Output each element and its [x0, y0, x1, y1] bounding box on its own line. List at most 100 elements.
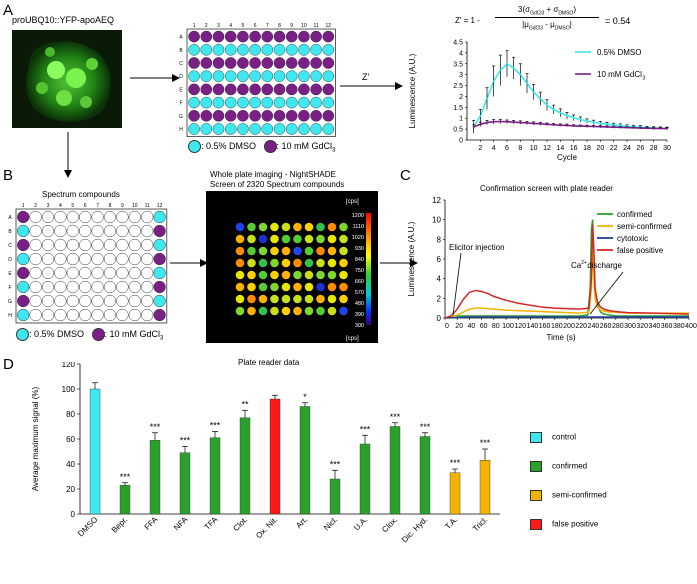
plate-b-legend: : 0.5% DMSO : 10 mM GdCl3 [16, 328, 163, 342]
plate-b-well [153, 266, 166, 280]
plate-a-well [200, 110, 213, 122]
plate-b-well [128, 308, 141, 322]
imaging-cbar-unit-top: [cps] [346, 199, 359, 205]
plate-a-well [310, 83, 322, 96]
plate-a-well [310, 43, 322, 56]
chart-c-xtick-label: 80 [492, 323, 500, 330]
chart-d-significance: *** [360, 424, 371, 434]
plate-a-well [285, 70, 298, 83]
plate-a-well [298, 96, 310, 109]
chart-c-xtick-label: 240 [588, 323, 600, 330]
chart-d-category-label: Tricl. [471, 515, 489, 533]
plate-b-col-label: 4 [59, 203, 62, 209]
imaging-well-spot [339, 246, 348, 256]
plate-b-well [103, 224, 117, 238]
microscopy-label: proUBQ10::YFP-apoAEQ [12, 15, 115, 25]
chart-a-point [546, 104, 548, 107]
chart-d-legend-swatch [530, 461, 542, 472]
plate-b-well [29, 210, 42, 224]
imaging-well-spot [258, 234, 268, 244]
plate-a-well [200, 96, 213, 109]
plate-a-well [285, 123, 298, 135]
imaging-well-spot [316, 222, 325, 232]
chart-a-ytick-label: 1.5 [453, 105, 463, 112]
chart-c-series-line [444, 249, 689, 319]
chart-d-ytick-label: 120 [62, 362, 76, 369]
chart-a-xtick-label: 26 [636, 145, 644, 152]
plate-a-well [273, 43, 286, 56]
chart-c-xtick-label: 60 [480, 323, 488, 330]
chart-a-xtick-label: 12 [543, 145, 551, 152]
plate-a-well [322, 43, 335, 56]
plate-b-col-label: 2 [34, 203, 37, 209]
imaging-well-spot [327, 306, 337, 316]
plate-b-well [91, 224, 104, 238]
plate-a-row-label: D [179, 74, 183, 80]
imaging-title: Whole plate imaging - NightSHADE Screen … [210, 170, 345, 189]
plate-a-well [237, 123, 249, 135]
plate-a-well [212, 110, 225, 122]
plate-a-well [188, 30, 200, 43]
imaging-well-spot [247, 258, 256, 268]
plate-a-well [285, 83, 298, 96]
imaging-well-spot [281, 222, 291, 232]
plate-b-well [41, 308, 55, 322]
plate-a-col-label: 7 [266, 23, 269, 29]
microscopy-image [12, 30, 122, 128]
plate-b-well [17, 210, 30, 224]
chart-c-xtick-label: 280 [612, 323, 624, 330]
plate-b-well [66, 280, 79, 294]
plate-b-well [54, 224, 67, 238]
plate-a-well [212, 123, 225, 135]
chart-a-point [632, 126, 635, 129]
plate-b-well [41, 210, 55, 224]
imaging-well-spot [304, 282, 314, 292]
chart-d-category-label: Dic. Hyd. [400, 515, 429, 544]
plate-a-well [249, 83, 261, 96]
chart-a-xtick-label: 2 [478, 145, 482, 152]
plate-b-well [116, 294, 129, 308]
chart-c-xtick-label: 200 [563, 323, 575, 330]
plate-a-well [188, 57, 200, 69]
panel-label-d: D [3, 356, 14, 373]
plate-a-well [249, 70, 261, 83]
imaging-well-spot [258, 222, 268, 232]
chart-d-ytick-label: 60 [66, 435, 75, 444]
plate-a-well [261, 30, 274, 43]
imaging-well-spot [339, 234, 348, 244]
plate-b-well [66, 224, 79, 238]
chart-d: 0 20 40 60 80 100 120 Average maximum signal (%… [31, 362, 500, 544]
chart-a-point [586, 125, 588, 128]
chart-d-category-label: Bepr. [110, 515, 130, 535]
plate-a-well [200, 123, 213, 135]
plate-a-well [188, 96, 200, 109]
imaging-well-spot [247, 306, 256, 316]
plate-a-col-label: 9 [290, 23, 293, 29]
plate-b-well [153, 224, 166, 238]
chart-a-xtick-label: 10 [530, 145, 538, 152]
chart-d-category-label: DMSO [76, 515, 99, 538]
chart-a-point [606, 125, 608, 128]
imaging-well-spot [304, 306, 314, 316]
imaging-well-spot [316, 270, 325, 280]
chart-a-xtick-label: 28 [650, 145, 658, 152]
plate-a-well [200, 57, 213, 69]
plate-b-well [79, 224, 92, 238]
chart-d-bar [389, 426, 401, 515]
imaging-well-spot [304, 222, 314, 232]
chart-a-point [626, 126, 628, 129]
panel-label-a: A [3, 2, 14, 19]
imaging-well-spot [316, 294, 325, 304]
plate-a-well [273, 110, 286, 122]
imaging-well-spot [258, 270, 268, 280]
chart-a-point [499, 69, 502, 72]
chart-d-significance: *** [480, 438, 491, 448]
plate-b-well [116, 308, 129, 322]
imaging-well-spot [316, 306, 325, 316]
chart-c-xtick-label: 40 [468, 323, 476, 330]
plate-b-well [41, 252, 55, 266]
chart-d-bar [209, 437, 221, 515]
plate-a-well [224, 83, 237, 96]
chart-d-category-label: Art. [294, 515, 309, 530]
chart-a-point [539, 97, 542, 100]
